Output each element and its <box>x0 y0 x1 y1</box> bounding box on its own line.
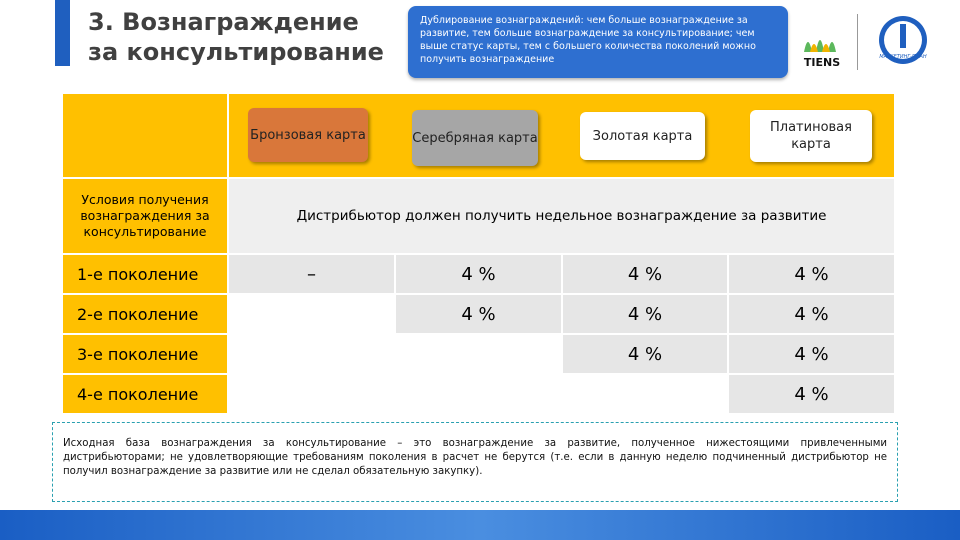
empty-cell <box>228 334 395 374</box>
row-label: 3-е поколение <box>62 334 228 374</box>
plan-logo: МАРКЕТИНГ-ПЛАН <box>879 16 927 64</box>
divider <box>857 14 858 70</box>
plan-label: МАРКЕТИНГ-ПЛАН <box>879 54 927 60</box>
empty-cell <box>395 334 562 374</box>
tiens-logo: TIENS <box>804 40 840 69</box>
empty-cell <box>228 374 395 414</box>
brand: TIENS <box>804 56 840 69</box>
value-cell: 4 % <box>728 374 895 414</box>
row-label: 2-е поколение <box>62 294 228 334</box>
value-cell: 4 % <box>728 294 895 334</box>
row-label: 4-е поколение <box>62 374 228 414</box>
footnote: Исходная база вознаграждения за консульт… <box>52 422 898 502</box>
condition-text: Дистрибьютор должен получить недельное в… <box>228 178 895 254</box>
title-line: 3. Вознаграждение <box>88 8 359 36</box>
value-cell: 4 % <box>562 334 728 374</box>
title-line: за консультирование <box>88 38 384 66</box>
card: Бронзовая карта <box>248 108 368 162</box>
value-cell: 4 % <box>562 254 728 294</box>
accent-bar <box>55 0 70 66</box>
value-cell: 4 % <box>728 334 895 374</box>
card: Платиновая карта <box>750 110 872 162</box>
row-label: 1-е поколение <box>62 254 228 294</box>
card: Серебряная карта <box>412 110 538 166</box>
empty-cell <box>562 374 728 414</box>
value-cell: 4 % <box>395 294 562 334</box>
header-cell <box>62 93 228 178</box>
value-cell: 4 % <box>562 294 728 334</box>
card: Золотая карта <box>580 112 705 160</box>
callout: Дублирование вознаграждений: чем больше … <box>408 6 788 78</box>
empty-cell <box>228 294 395 334</box>
row-label: Условия получения вознаграждения за конс… <box>62 178 228 254</box>
value-cell: 4 % <box>728 254 895 294</box>
value-cell: – <box>228 254 395 294</box>
footer-bar <box>0 510 960 540</box>
value-cell: 4 % <box>395 254 562 294</box>
empty-cell <box>395 374 562 414</box>
